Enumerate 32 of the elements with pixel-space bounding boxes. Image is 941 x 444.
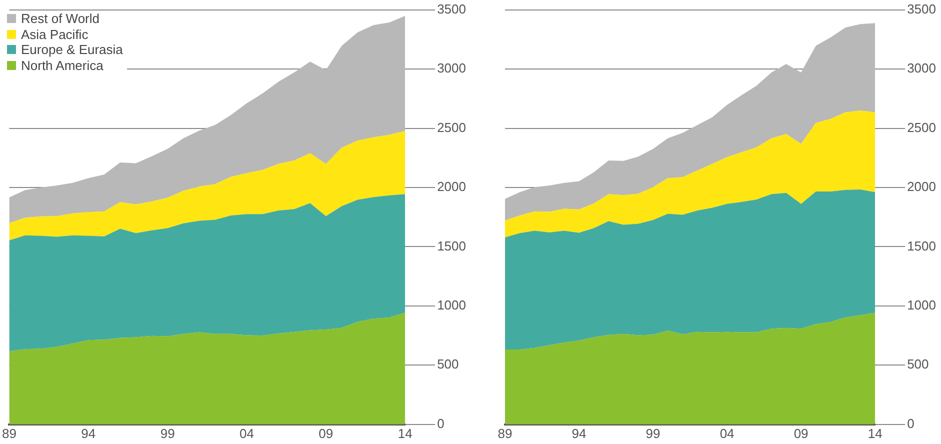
y-tick-label: 3000 bbox=[437, 60, 466, 76]
y-tick-label: 2000 bbox=[907, 179, 936, 194]
legend-label: Europe & Eurasia bbox=[21, 42, 123, 58]
x-tick-label: 94 bbox=[81, 426, 96, 441]
x-tick-label: 94 bbox=[572, 426, 586, 441]
y-tick-label: 1000 bbox=[907, 298, 936, 313]
y-tick-label: 2500 bbox=[437, 120, 466, 135]
x-tick-label: 14 bbox=[868, 426, 882, 441]
y-tick-label: 2500 bbox=[907, 120, 936, 135]
y-tick-label: 3000 bbox=[907, 60, 936, 76]
legend-label: Rest of World bbox=[21, 11, 100, 26]
x-tick-label: 09 bbox=[318, 426, 334, 441]
y-tick-label: 3500 bbox=[907, 1, 936, 16]
x-tick-label: 99 bbox=[646, 426, 660, 441]
x-tick-label: 04 bbox=[720, 426, 734, 441]
y-tick-label: 500 bbox=[907, 356, 929, 372]
legend-label: North America bbox=[21, 58, 104, 73]
y-tick-label: 0 bbox=[437, 416, 444, 431]
x-tick-label: 89 bbox=[2, 426, 16, 441]
x-tick-label: 99 bbox=[160, 426, 175, 441]
y-tick-label: 2000 bbox=[437, 179, 466, 194]
x-tick-label: 14 bbox=[398, 426, 412, 441]
y-tick-label: 1500 bbox=[437, 238, 466, 254]
y-tick-label: 500 bbox=[437, 356, 459, 372]
x-tick-label: 89 bbox=[498, 426, 512, 441]
y-tick-label: 0 bbox=[907, 416, 914, 431]
legend-label: Asia Pacific bbox=[21, 26, 88, 42]
y-tick-label: 1500 bbox=[907, 238, 936, 254]
y-tick-label: 3500 bbox=[437, 1, 466, 16]
x-tick-label: 04 bbox=[240, 426, 254, 441]
x-tick-label: 09 bbox=[794, 426, 808, 441]
y-tick-label: 1000 bbox=[437, 298, 466, 313]
